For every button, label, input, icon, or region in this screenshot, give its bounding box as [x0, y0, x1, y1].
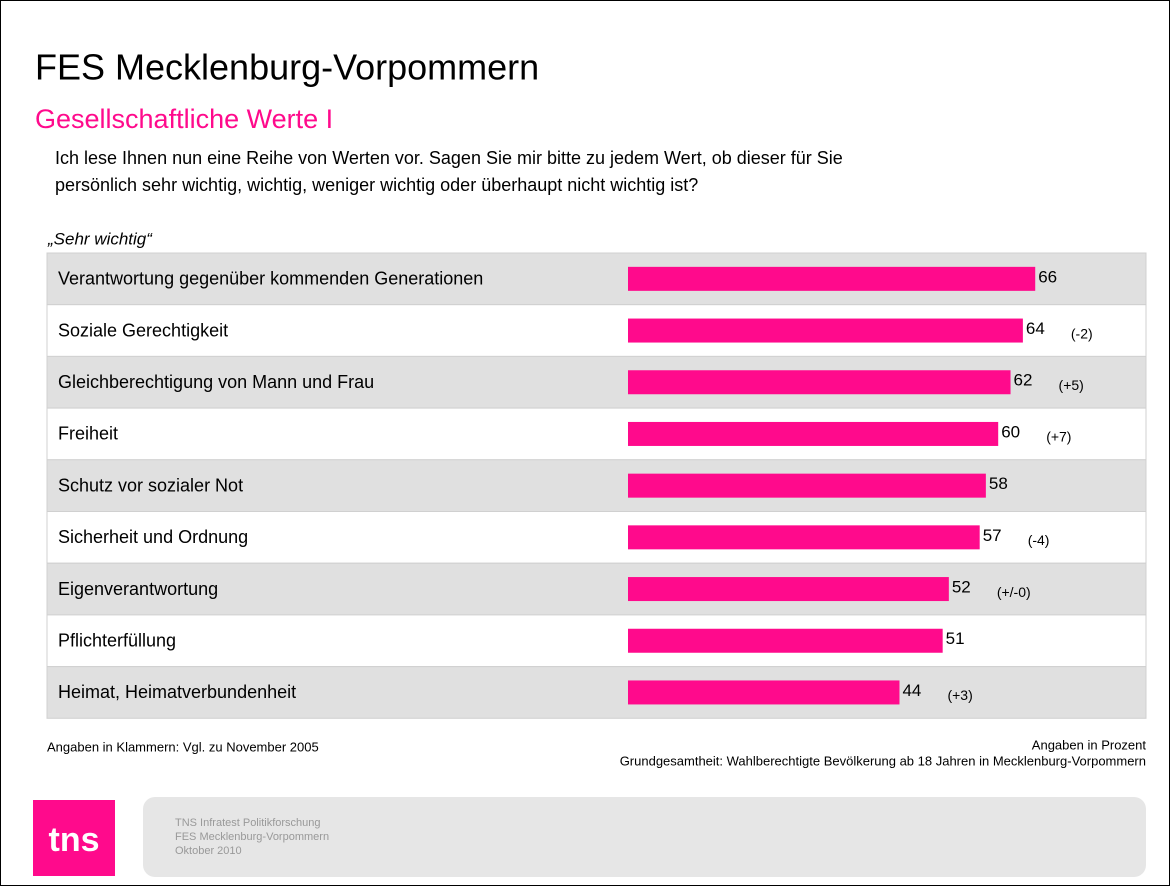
bar — [628, 628, 943, 653]
value-label: 66 — [1038, 267, 1057, 286]
note: Angaben in Klammern: Vgl. zu November 20… — [47, 739, 319, 754]
change-label: (+7) — [1046, 429, 1071, 445]
bar — [628, 266, 1036, 291]
logo-text: tns — [49, 821, 100, 859]
note: Angaben in Prozent — [1032, 737, 1147, 752]
category-label: Pflichterfüllung — [58, 631, 176, 651]
bar — [628, 421, 999, 446]
footer-box — [143, 797, 1146, 877]
value-label: 58 — [989, 474, 1008, 493]
category-label: Freiheit — [58, 424, 118, 444]
category-label: Eigenverantwortung — [58, 579, 218, 599]
change-label: (+3) — [947, 687, 972, 703]
change-label: (-4) — [1028, 532, 1050, 548]
bar — [628, 577, 949, 602]
question: Ich lese Ihnen nun eine Reihe von Werten… — [55, 148, 843, 168]
category-label: Sicherheit und Ordnung — [58, 527, 248, 547]
category-label: Heimat, Heimatverbundenheit — [58, 682, 296, 702]
bar — [628, 680, 900, 705]
bar — [628, 525, 980, 550]
value-label: 44 — [902, 681, 921, 700]
change-label: (+5) — [1059, 377, 1084, 393]
category-label: Soziale Gerechtigkeit — [58, 320, 228, 340]
question: persönlich sehr wichtig, wichtig, wenige… — [55, 175, 698, 195]
value-label: 60 — [1001, 422, 1020, 441]
footer-text: TNS Infratest Politikforschung — [175, 817, 321, 829]
value-label: 62 — [1014, 371, 1033, 390]
value-label: 64 — [1026, 319, 1045, 338]
bar — [628, 473, 986, 498]
change-label: (+/-0) — [997, 584, 1031, 600]
chart-title: FES Mecklenburg-Vorpommern — [35, 47, 539, 88]
category-label: Gleichberechtigung von Mann und Frau — [58, 372, 374, 392]
category-label: Verantwortung gegenüber kommenden Genera… — [58, 269, 483, 289]
value-label: 52 — [952, 578, 971, 597]
value-label: 57 — [983, 526, 1002, 545]
bar — [628, 370, 1011, 395]
footer-text: FES Mecklenburg-Vorpommern — [175, 831, 329, 843]
value-label: 51 — [946, 629, 965, 648]
row-background — [46, 614, 1147, 668]
bar — [628, 318, 1023, 343]
row-background — [46, 666, 1147, 719]
subtitle: Gesellschaftliche Werte I — [35, 104, 333, 134]
category-label: Schutz vor sozialer Not — [58, 475, 243, 495]
note: Grundgesamtheit: Wahlberechtigte Bevölke… — [620, 753, 1146, 768]
measure-label: „Sehr wichtig“ — [47, 229, 153, 248]
footer-text: Oktober 2010 — [175, 845, 242, 857]
change-label: (-2) — [1071, 325, 1093, 341]
row-background — [46, 562, 1147, 616]
logo — [33, 800, 115, 876]
